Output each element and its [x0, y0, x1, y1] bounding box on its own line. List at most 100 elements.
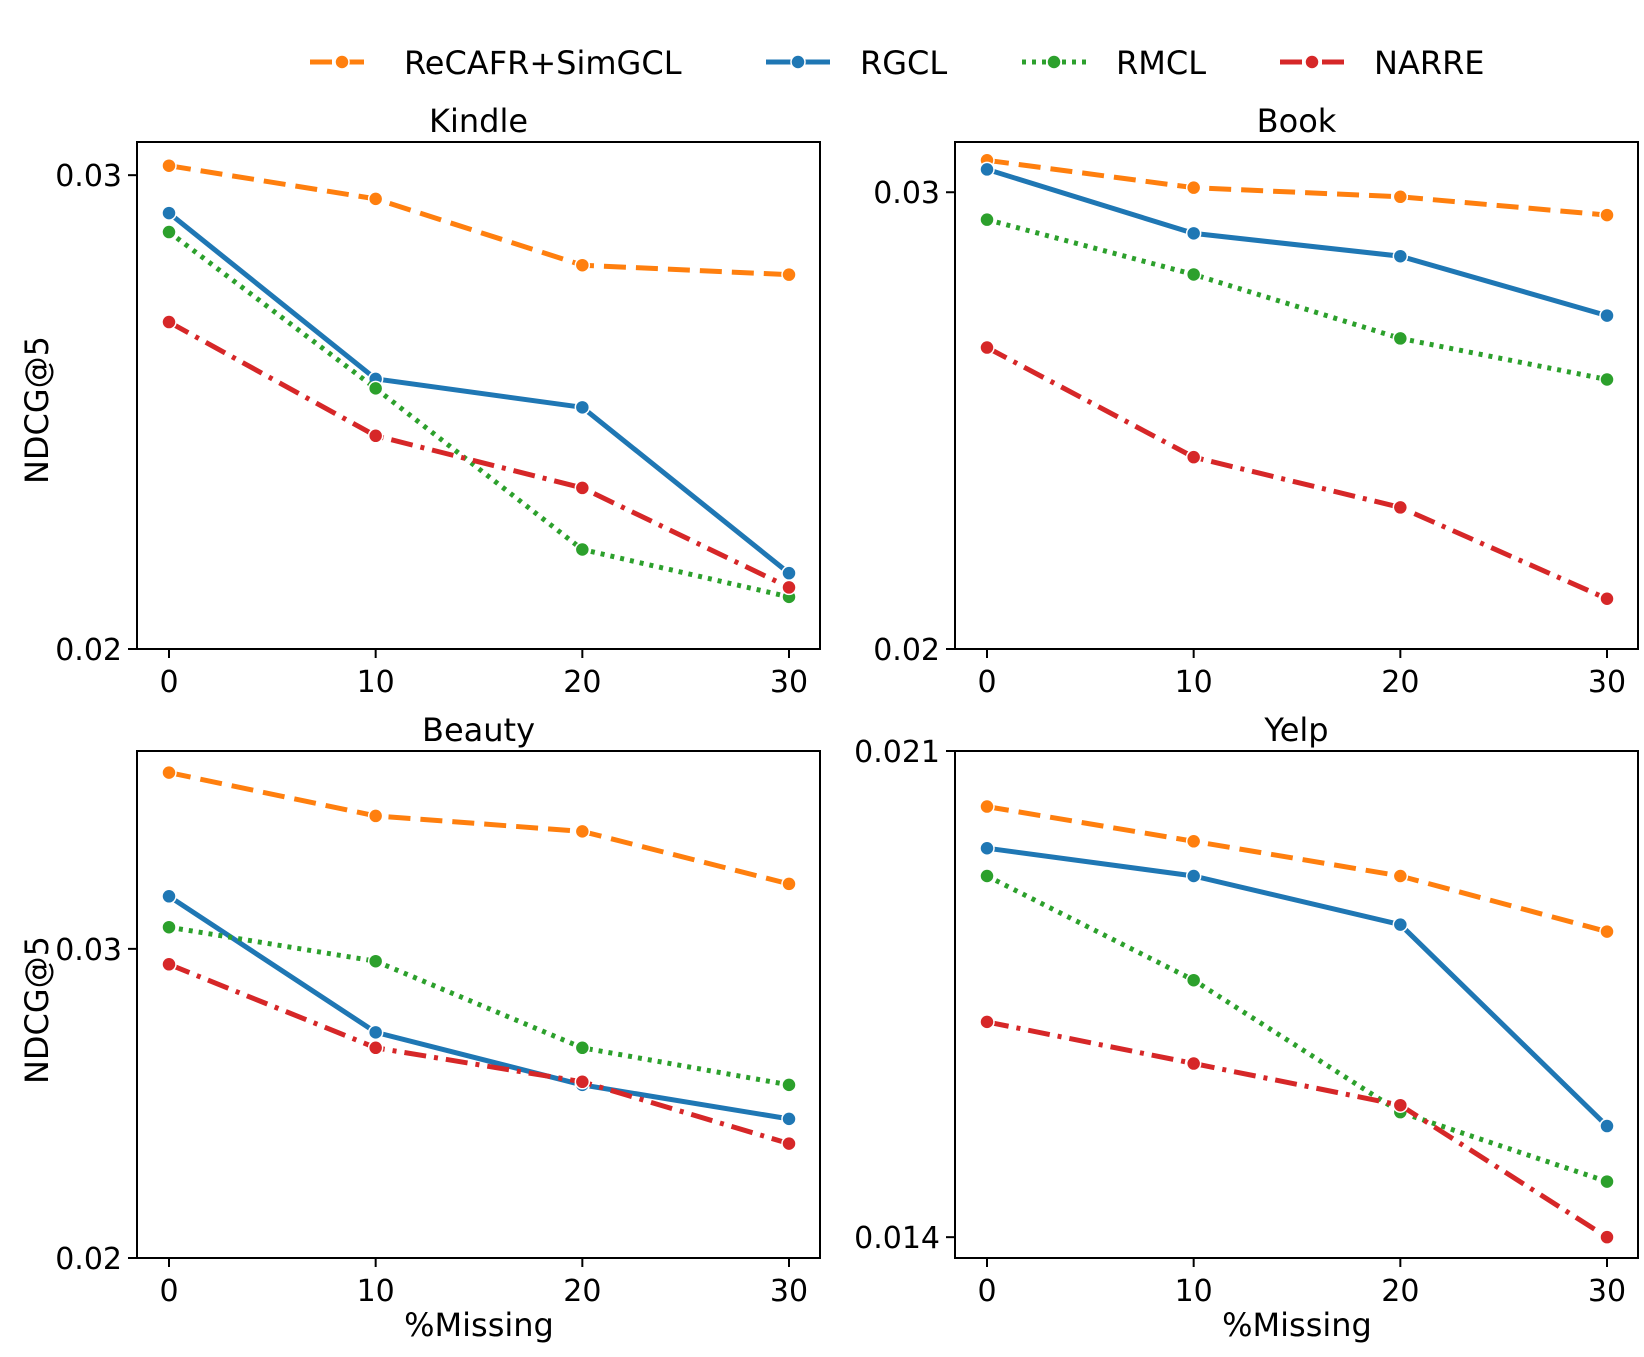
x-tick-label: 0 — [159, 665, 178, 700]
x-tick-label: 20 — [563, 665, 601, 700]
panel-beauty: Beauty NDCG@5 %Missing 0 10 20 30 0.02 0.03 — [18, 711, 821, 1344]
data-point-rgcl — [367, 1024, 384, 1041]
data-point-recafr-simgcl — [367, 808, 384, 824]
data-point-rmcl — [1599, 371, 1615, 388]
data-point-narre — [367, 1040, 384, 1056]
data-point-recafr-simgcl — [979, 798, 995, 815]
series-line-recafr-simgcl — [986, 804, 1608, 935]
x-tick-label: 30 — [1588, 1274, 1626, 1309]
data-point-recafr-simgcl — [574, 823, 591, 840]
data-point-rmcl — [161, 224, 177, 240]
data-point-rmcl — [781, 1077, 797, 1093]
data-point-narre — [1392, 499, 1409, 516]
data-point-rgcl — [1185, 868, 1202, 884]
plot-frame — [136, 141, 821, 650]
series-line-recafr-simgcl — [168, 163, 790, 278]
y-tick-label: 0.02 — [55, 1242, 122, 1277]
x-tick-label: 10 — [357, 665, 395, 700]
data-point-rmcl — [574, 541, 591, 558]
y-tick-label: 0.02 — [873, 633, 940, 668]
data-point-rgcl — [161, 205, 177, 221]
data-point-rgcl — [1185, 225, 1202, 242]
series-line-narre — [168, 961, 790, 1146]
data-point-recafr-simgcl — [1185, 833, 1202, 850]
data-point-recafr-simgcl — [161, 764, 177, 781]
data-point-recafr-simgcl — [574, 257, 591, 273]
legend-marker-0 — [334, 54, 350, 70]
data-point-rmcl — [1599, 1173, 1615, 1190]
data-point-recafr-simgcl — [781, 266, 797, 283]
data-point-recafr-simgcl — [161, 157, 177, 174]
series-line-rgcl — [167, 894, 790, 1122]
legend: ReCAFR+SimGCL RGCL RMCL NARRE — [310, 44, 1485, 82]
data-point-rgcl — [979, 161, 995, 178]
y-tick-label: 0.03 — [55, 933, 122, 968]
series-line-narre — [986, 1019, 1609, 1240]
x-tick-label: 20 — [1381, 1274, 1419, 1309]
series-line-recafr-simgcl — [986, 157, 1608, 218]
panel-yelp: Yelp %Missing 0 10 20 30 0.014 0.021 — [854, 711, 1639, 1344]
legend-marker-3 — [1304, 54, 1320, 70]
x-tick-label: 20 — [1381, 665, 1419, 700]
legend-entry-0: ReCAFR+SimGCL — [310, 44, 682, 82]
data-point-rgcl — [1599, 1118, 1615, 1134]
data-point-rgcl — [161, 888, 177, 905]
legend-label-1: RGCL — [860, 44, 947, 82]
y-tick-label: 0.014 — [854, 1221, 940, 1256]
x-tick-label: 30 — [1588, 665, 1626, 700]
data-point-rmcl — [367, 953, 384, 969]
data-point-rgcl — [979, 840, 995, 856]
series-line-rgcl — [986, 845, 1609, 1128]
series-line-rgcl — [167, 211, 791, 576]
data-point-recafr-simgcl — [781, 876, 797, 892]
data-point-rgcl — [1392, 248, 1409, 264]
plot-frame — [954, 750, 1639, 1259]
data-point-recafr-simgcl — [1599, 923, 1615, 940]
x-tick-label: 0 — [159, 1274, 178, 1309]
x-tick-label: 30 — [770, 1274, 808, 1309]
panel-kindle: Kindle NDCG@5 0 10 20 30 0.02 0.03 — [18, 102, 821, 700]
data-point-recafr-simgcl — [1392, 189, 1409, 205]
x-tick-label: 10 — [357, 1274, 395, 1309]
y-axis-label: NDCG@5 — [18, 936, 56, 1084]
panel-book: Book 0 10 20 30 0.02 0.03 — [873, 102, 1639, 700]
data-point-rgcl — [1392, 916, 1409, 933]
data-point-rgcl — [1599, 307, 1615, 324]
x-tick-label: 20 — [563, 1274, 601, 1309]
data-point-rmcl — [367, 380, 384, 397]
data-point-narre — [1392, 1097, 1409, 1113]
series-line-rmcl — [986, 217, 1608, 382]
panel-title: Book — [1257, 102, 1337, 140]
legend-entry-1: RGCL — [766, 44, 947, 82]
y-tick-label: 0.03 — [873, 176, 940, 211]
data-point-narre — [1599, 591, 1615, 607]
panel-title: Kindle — [429, 102, 528, 140]
data-point-recafr-simgcl — [1599, 207, 1615, 223]
legend-entry-2: RMCL — [1022, 44, 1206, 82]
series-line-rmcl — [167, 230, 790, 600]
plot-frame — [136, 750, 821, 1259]
data-point-rmcl — [1392, 330, 1409, 347]
data-point-rgcl — [781, 1111, 797, 1127]
data-point-recafr-simgcl — [1392, 868, 1409, 884]
data-point-rgcl — [781, 565, 797, 581]
y-tick-label: 0.02 — [55, 633, 122, 668]
data-point-recafr-simgcl — [367, 191, 384, 207]
x-tick-label: 10 — [1175, 665, 1213, 700]
legend-label-0: ReCAFR+SimGCL — [404, 44, 682, 82]
data-point-rgcl — [574, 399, 591, 416]
data-point-narre — [979, 339, 995, 356]
data-point-rmcl — [1185, 972, 1202, 988]
panel-title: Beauty — [422, 711, 535, 749]
series-line-rmcl — [168, 924, 790, 1088]
data-point-rmcl — [979, 211, 995, 228]
y-tick-label: 0.021 — [854, 735, 940, 770]
series-line-rgcl — [986, 167, 1608, 319]
data-point-narre — [367, 428, 384, 444]
x-tick-label: 0 — [977, 665, 996, 700]
data-point-rmcl — [1185, 266, 1202, 283]
data-point-rmcl — [161, 919, 177, 935]
data-point-narre — [574, 480, 591, 496]
data-point-narre — [161, 956, 177, 973]
